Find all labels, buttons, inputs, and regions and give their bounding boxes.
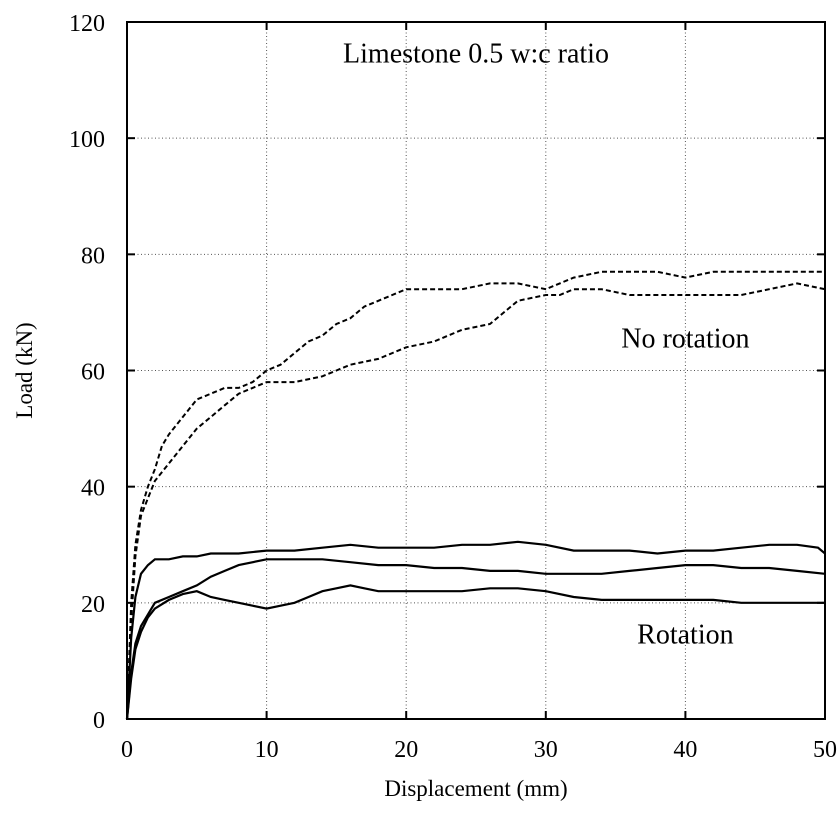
series-line-4-solid [125,558,826,720]
series-line-3-solid [125,540,826,720]
y-tick-label: 40 [81,476,105,502]
x-tick-label: 40 [673,737,697,763]
axis-ticks: 0 10 20 30 40 50 0 20 40 60 80 100 120 [69,11,837,763]
series-line-5-solid [125,584,825,720]
grid [127,22,825,719]
series-line-1-dashed [126,270,825,720]
x-tick-label: 10 [255,737,279,763]
y-tick-label: 60 [81,360,105,386]
x-tick-label: 30 [534,737,558,763]
y-axis-label: Load (kN) [12,322,37,418]
y-tick-label: 20 [81,592,105,618]
x-tick-label: 0 [121,737,133,763]
x-tick-label: 20 [394,737,418,763]
y-tick-label: 100 [69,127,105,153]
x-axis-label: Displacement (mm) [384,776,567,801]
y-tick-label: 120 [69,11,105,37]
annotation-title: Limestone 0.5 w:c ratio [343,39,609,70]
y-tick-label: 0 [93,708,105,734]
annotation-no-rotation: No rotation [621,323,749,354]
series-line-2-dashed [126,282,826,720]
series-group [125,270,826,720]
annotation-rotation: Rotation [637,619,733,650]
plot-frame [126,21,826,720]
y-tick-label: 80 [81,243,105,269]
x-tick-label: 50 [813,737,837,763]
